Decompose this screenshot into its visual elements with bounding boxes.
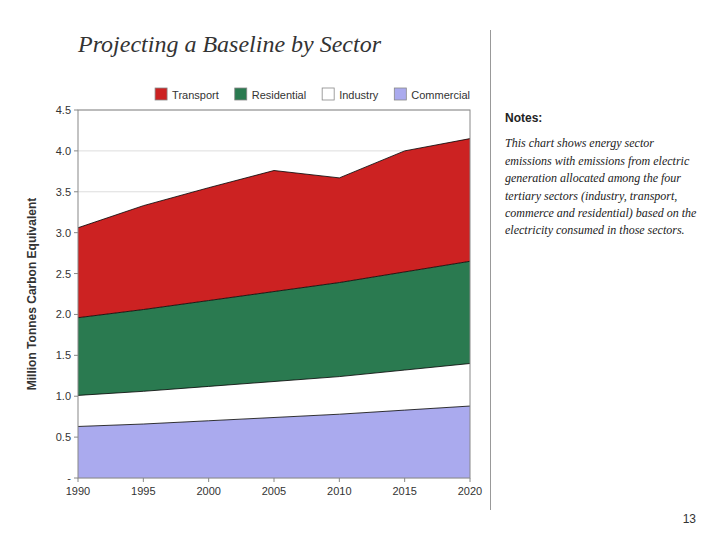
y-tick: [74, 232, 78, 233]
legend-label: Industry: [339, 89, 379, 101]
plot-frame: [78, 110, 470, 478]
y-tick: [74, 191, 78, 192]
notes-body: This chart shows energy sector emissions…: [505, 135, 700, 239]
area-boundary: [78, 261, 470, 317]
y-tick: [74, 273, 78, 274]
chart: Projecting a Baseline by Sector - 0.5 1.0 1.…: [0, 0, 720, 540]
y-tick-label: 2.5: [56, 268, 71, 280]
legend-item: Industry: [322, 88, 379, 101]
notes: Notes: This chart shows energy sector em…: [505, 110, 700, 240]
page-number: 13: [683, 512, 696, 526]
legend: Transport Residential Industry Commercial: [155, 88, 470, 101]
legend-item: Transport: [155, 88, 219, 101]
y-tick: [74, 437, 78, 438]
y-tick: [74, 150, 78, 151]
legend-label: Residential: [252, 89, 306, 101]
title: Projecting a Baseline by Sector: [77, 31, 382, 57]
y-tick-label: 1.5: [56, 349, 71, 361]
y-axis-label: Million Tonnes Carbon Equivalent: [25, 198, 39, 390]
legend-swatch: [155, 88, 167, 100]
x-tick-label: 2020: [458, 485, 482, 497]
legend-swatch: [322, 88, 334, 100]
y-tick-label: 0.5: [56, 431, 71, 443]
x-tick-label: 2000: [196, 485, 220, 497]
x-tick: [470, 478, 471, 482]
x-tick: [274, 478, 275, 482]
notes-title: Notes:: [505, 110, 700, 127]
area-boundary: [78, 406, 470, 426]
y-tick: [74, 396, 78, 397]
y-tick-label: 4.5: [56, 104, 71, 116]
x-tick: [78, 478, 79, 482]
x-tick-label: 2005: [262, 485, 286, 497]
y-tick-label: 4.0: [56, 145, 71, 157]
area-boundary: [78, 364, 470, 396]
x-tick-label: 2010: [327, 485, 351, 497]
areas: [78, 139, 470, 478]
y-tick: [74, 355, 78, 356]
x-tick: [143, 478, 144, 482]
x-tick-label: 2015: [392, 485, 416, 497]
legend-swatch: [394, 88, 406, 100]
area: [78, 139, 470, 318]
legend-label: Transport: [172, 89, 219, 101]
y-tick-label: 1.0: [56, 390, 71, 402]
grid: [78, 110, 470, 478]
x-tick-label: 1990: [66, 485, 90, 497]
legend-label: Commercial: [411, 89, 470, 101]
x-tick: [339, 478, 340, 482]
y-tick-label: 3.5: [56, 186, 71, 198]
y-tick: [74, 110, 78, 111]
y-tick-label: -: [67, 472, 71, 484]
x-tick: [208, 478, 209, 482]
x-tick-label: 1995: [131, 485, 155, 497]
y-tick: [74, 314, 78, 315]
x-tick: [404, 478, 405, 482]
area-boundary: [78, 139, 470, 228]
y-tick-label: 2.0: [56, 308, 71, 320]
legend-swatch: [235, 88, 247, 100]
legend-item: Commercial: [394, 88, 470, 101]
y-tick: [74, 478, 78, 479]
legend-item: Residential: [235, 88, 306, 101]
separator: [490, 30, 491, 510]
y-tick-label: 3.0: [56, 227, 71, 239]
